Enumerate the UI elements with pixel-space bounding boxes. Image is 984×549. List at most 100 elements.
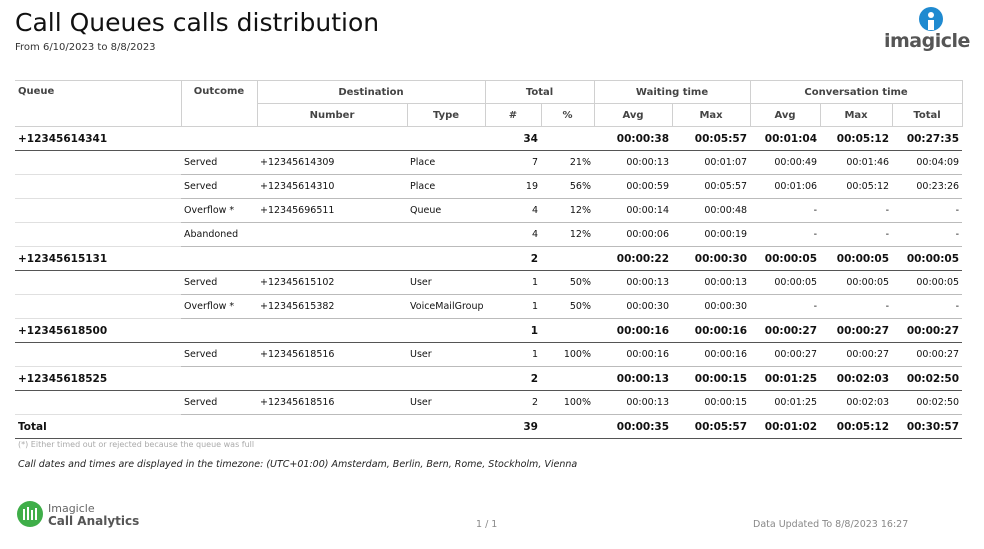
talk-max-cell: - (820, 198, 893, 223)
table-row: Served +12345618516 User 1 100% 00:00:16 00:00… (15, 342, 963, 367)
header-cell: Conversation time (749, 80, 963, 104)
talk-total-cell: 00:27:35 (892, 126, 963, 151)
count-cell: 4 (485, 198, 541, 223)
type-cell (407, 366, 485, 391)
type-cell: Place (407, 174, 485, 199)
queue-cell: Total (15, 414, 181, 439)
queue-cell (15, 270, 181, 295)
table-row: Served +12345618516 User 2 100% 00:00:13 00:00… (15, 390, 963, 415)
wait-max-cell: 00:00:30 (672, 294, 751, 319)
outcome-cell: Served (181, 174, 257, 199)
header-cell: Avg (593, 103, 673, 127)
header-cell: Number (256, 103, 408, 127)
data-updated: Data Updated To 8/8/2023 16:27 (753, 519, 909, 530)
header-cell: Queue (15, 80, 182, 127)
percent-cell: 50% (541, 294, 595, 319)
wait-avg-cell: 00:00:16 (594, 318, 673, 343)
table-row: Overflow * +12345696511 Queue 4 12% 00:00:14 0… (15, 198, 963, 223)
type-cell: User (407, 270, 485, 295)
header-cell: Type (406, 103, 486, 127)
queue-cell (15, 342, 181, 367)
count-cell: 1 (485, 270, 541, 295)
wait-max-cell: 00:00:16 (672, 318, 751, 343)
count-cell: 34 (485, 126, 541, 151)
wait-max-cell: 00:05:57 (672, 126, 751, 151)
queue-cell (15, 222, 181, 247)
outcome-cell: Served (181, 150, 257, 175)
outcome-cell (181, 126, 257, 151)
wait-max-cell: 00:00:13 (672, 270, 751, 295)
talk-total-cell: 00:00:27 (892, 342, 963, 367)
header-cell: Waiting time (593, 80, 751, 104)
talk-total-cell: - (892, 198, 963, 223)
table-row: Abandoned 4 12% 00:00:06 00:00:19- - - (15, 222, 963, 247)
queue-cell (15, 174, 181, 199)
table-row: Overflow * +12345615382 VoiceMailGroup 1 50%… (15, 294, 963, 319)
talk-avg-cell: 00:01:06 (750, 174, 821, 199)
type-cell (407, 246, 485, 271)
talk-avg-cell: 00:00:49 (750, 150, 821, 175)
talk-total-cell: 00:04:09 (892, 150, 963, 175)
type-cell (407, 222, 485, 247)
outcome-cell (181, 414, 257, 439)
wait-avg-cell: 00:00:13 (594, 150, 673, 175)
outcome-cell: Served (181, 342, 257, 367)
wait-avg-cell: 00:00:38 (594, 126, 673, 151)
wait-max-cell: 00:01:07 (672, 150, 751, 175)
number-cell: +12345618516 (257, 390, 407, 415)
wait-max-cell: 00:00:15 (672, 390, 751, 415)
type-cell: User (407, 342, 485, 367)
number-cell: +12345696511 (257, 198, 407, 223)
talk-total-cell: 00:23:26 (892, 174, 963, 199)
header-cell: Max (671, 103, 751, 127)
talk-avg-cell: 00:01:25 (750, 390, 821, 415)
table-row: +12345618525 2 00:00:13 00:00:15 00:01:25 00:… (15, 366, 963, 391)
talk-total-cell: - (892, 294, 963, 319)
wait-avg-cell: 00:00:30 (594, 294, 673, 319)
talk-max-cell: 00:05:12 (820, 126, 893, 151)
wait-max-cell: 00:00:30 (672, 246, 751, 271)
header-cell: Outcome (180, 80, 258, 127)
logo-icon (919, 7, 943, 31)
number-cell: +12345615102 (257, 270, 407, 295)
table-body: +12345614341 34 00:00:38 00:05:57 00:01:04 00… (15, 126, 963, 439)
report-subtitle: From 6/10/2023 to 8/8/2023 (15, 42, 156, 53)
table-row: +12345614341 34 00:00:38 00:05:57 00:01:04 00… (15, 126, 963, 151)
talk-avg-cell: 00:00:27 (750, 318, 821, 343)
table-row: +12345615131 2 00:00:22 00:00:30 00:00:05 00:… (15, 246, 963, 271)
queue-cell (15, 198, 181, 223)
brand-icon (17, 501, 43, 527)
percent-cell (541, 126, 595, 151)
wait-avg-cell: 00:00:16 (594, 342, 673, 367)
number-cell (257, 246, 407, 271)
count-cell: 2 (485, 366, 541, 391)
header-cell: Destination (256, 80, 486, 104)
table-row: Served +12345614309 Place 7 21% 00:00:13 00:01… (15, 150, 963, 175)
queue-cell (15, 150, 181, 175)
count-cell: 7 (485, 150, 541, 175)
brand-product: Call Analytics (48, 514, 140, 528)
type-cell (407, 318, 485, 343)
talk-total-cell: 00:02:50 (892, 366, 963, 391)
talk-avg-cell: - (750, 222, 821, 247)
wait-max-cell: 00:00:19 (672, 222, 751, 247)
talk-max-cell: 00:00:05 (820, 246, 893, 271)
talk-total-cell: 00:00:05 (892, 246, 963, 271)
number-cell: +12345614310 (257, 174, 407, 199)
number-cell: +12345615382 (257, 294, 407, 319)
talk-avg-cell: 00:01:04 (750, 126, 821, 151)
queue-cell: +12345614341 (15, 126, 181, 151)
talk-total-cell: 00:02:50 (892, 390, 963, 415)
percent-cell: 12% (541, 198, 595, 223)
talk-max-cell: 00:00:27 (820, 318, 893, 343)
distribution-table: Queue Outcome Destination Total Waiting … (15, 80, 963, 439)
talk-avg-cell: 00:00:05 (750, 246, 821, 271)
type-cell: User (407, 390, 485, 415)
talk-max-cell: 00:01:46 (820, 150, 893, 175)
queue-cell (15, 294, 181, 319)
count-cell: 2 (485, 246, 541, 271)
percent-cell: 21% (541, 150, 595, 175)
percent-cell (541, 318, 595, 343)
wait-avg-cell: 00:00:13 (594, 390, 673, 415)
